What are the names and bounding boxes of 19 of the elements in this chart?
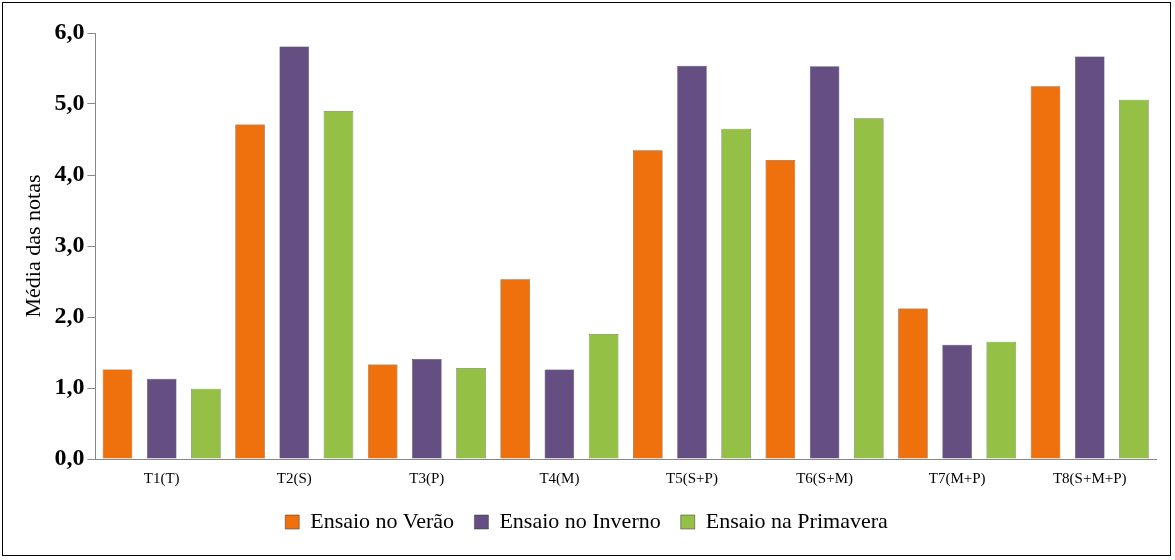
x-tick-label: T4(M) (539, 469, 580, 487)
y-tick-label: 6,0 (54, 18, 85, 45)
y-tick-label: 4,0 (54, 160, 85, 187)
y-tick-label: 5,0 (54, 89, 85, 116)
x-tick-label: T8(S+M+P) (1052, 469, 1127, 487)
x-tick-label: T3(P) (409, 469, 445, 487)
x-tick-label: T1(T) (143, 469, 180, 487)
legend-label: Ensaio no Verão (310, 507, 455, 533)
y-tick-label: 1,0 (54, 373, 85, 400)
y-axis-title: Média das notas (19, 174, 45, 318)
y-tick-label: 0,0 (54, 444, 85, 471)
x-tick-label: T2(S) (276, 469, 312, 487)
legend-label: Ensaio no Inverno (499, 507, 661, 533)
y-tick-label: 2,0 (54, 302, 85, 329)
x-tick-label: T5(S+P) (666, 469, 718, 487)
y-tick-label: 3,0 (54, 231, 85, 258)
x-tick-label: T6(S+M) (796, 469, 853, 487)
legend-label: Ensaio na Primavera (705, 507, 888, 533)
x-tick-label: T7(M+P) (928, 469, 986, 487)
